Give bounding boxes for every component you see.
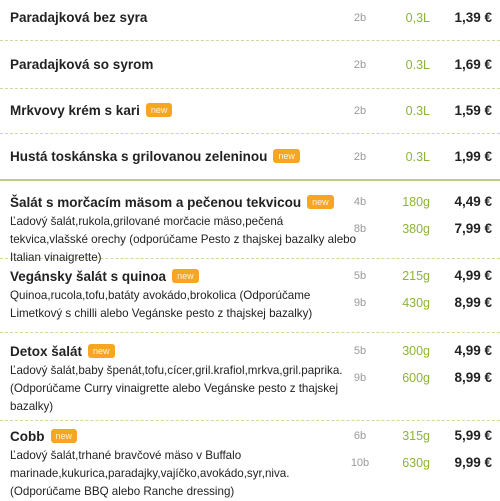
item-name-text: Mrkvovy krém s kari [10,103,140,118]
size: 630g [402,456,430,470]
price: 8,99 € [454,370,492,385]
item-description: Ľadový šalát,rukola,grilované morčacie m… [10,215,357,264]
item-name-text: Hustá toskánska s grilovanou zeleninou [10,149,268,164]
item-name: Mrkvovy krém s kari new [10,102,173,120]
portions: 10b [350,457,370,469]
item-name-text: Paradajková so syrom [10,57,154,72]
price: 8,99 € [454,295,492,310]
size: 380g [402,222,430,236]
portions: 5b [353,270,367,282]
price: 7,99 € [454,221,492,236]
item-name-text: Detox šalát [10,344,83,359]
item-name-text: Vegánsky šalát s quinoa [10,269,167,284]
portions: 2b [353,105,367,117]
portions: 5b [353,345,367,357]
portions: 2b [353,59,367,71]
size: 0.3L [405,104,430,118]
portions: 9b [353,372,367,384]
item-name: Hustá toskánska s grilovanou zeleninou ne… [10,148,300,166]
portions: 6b [353,430,367,442]
item-description: Quinoa,rucola,tofu,batáty avokádo,brokol… [10,289,313,320]
size: 0.3L [405,58,430,72]
new-badge: new [50,429,78,443]
item-name: Paradajková bez syra [10,9,147,27]
size: 300g [402,344,430,358]
portions: 8b [353,223,367,235]
separator [0,332,500,333]
item-name-text: Cobb [10,429,45,444]
item-name: Cobb new [10,428,78,446]
item-name: Vegánsky šalát s quinoa new [10,268,199,286]
new-badge: new [88,344,115,358]
separator [0,40,500,41]
size: 0,3L [405,11,430,25]
separator [0,88,500,89]
price: 1,69 € [454,57,492,72]
new-badge: new [273,149,300,163]
price: 1,59 € [454,103,492,118]
item-description: Ľadový šalát,trhané bravčové mäso v Buff… [10,449,290,498]
price: 9,99 € [454,455,492,470]
new-badge: new [145,103,173,117]
price: 5,99 € [454,428,492,443]
separator [0,133,500,134]
item-description: Ľadový šalát,baby špenát,tofu,cícer,gril… [10,364,343,413]
portions: 4b [353,196,367,208]
item-name: Šalát s morčacím mäsom a pečenou tekvico… [10,194,334,212]
new-badge: new [172,269,199,283]
size: 430g [402,296,430,310]
size: 215g [402,269,430,283]
size: 600g [402,371,430,385]
item-name-text: Paradajková bez syra [10,10,148,25]
portions: 2b [353,151,367,163]
price: 4,49 € [454,194,492,209]
price: 4,99 € [454,268,492,283]
price: 4,99 € [454,343,492,358]
new-badge: new [307,195,334,209]
price: 1,99 € [454,149,492,164]
portions: 2b [353,12,367,24]
item-name: Detox šalát new [10,343,115,361]
separator [0,420,500,421]
portions: 9b [353,297,367,309]
item-name: Paradajková so syrom [10,56,153,74]
price: 1,39 € [454,10,492,25]
size: 180g [402,195,430,209]
separator [0,179,500,181]
separator [0,258,500,259]
size: 315g [402,429,430,443]
size: 0.3L [405,150,430,164]
item-name-text: Šalát s morčacím mäsom a pečenou tekvico… [10,195,302,210]
